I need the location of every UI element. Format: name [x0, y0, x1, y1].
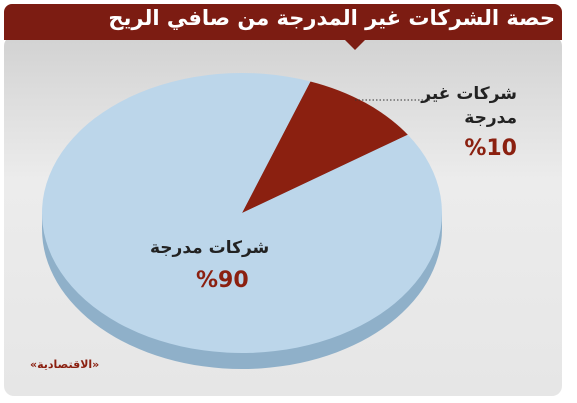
source: «الاقتصادية» — [30, 358, 100, 371]
pie — [41, 73, 442, 369]
header-bar — [4, 4, 562, 40]
slice-label: شركات غير مدرجة — [421, 84, 517, 128]
value-label: %90 — [196, 268, 249, 293]
value-label: %10 — [464, 136, 517, 161]
pie-slice — [242, 81, 408, 214]
slice-label: شركات مدرجة — [150, 238, 270, 258]
header-pointer — [345, 40, 365, 50]
chart-title: حصة الشركات غير المدرجة من صافي الريح — [108, 6, 555, 30]
pie-slice — [41, 73, 442, 353]
